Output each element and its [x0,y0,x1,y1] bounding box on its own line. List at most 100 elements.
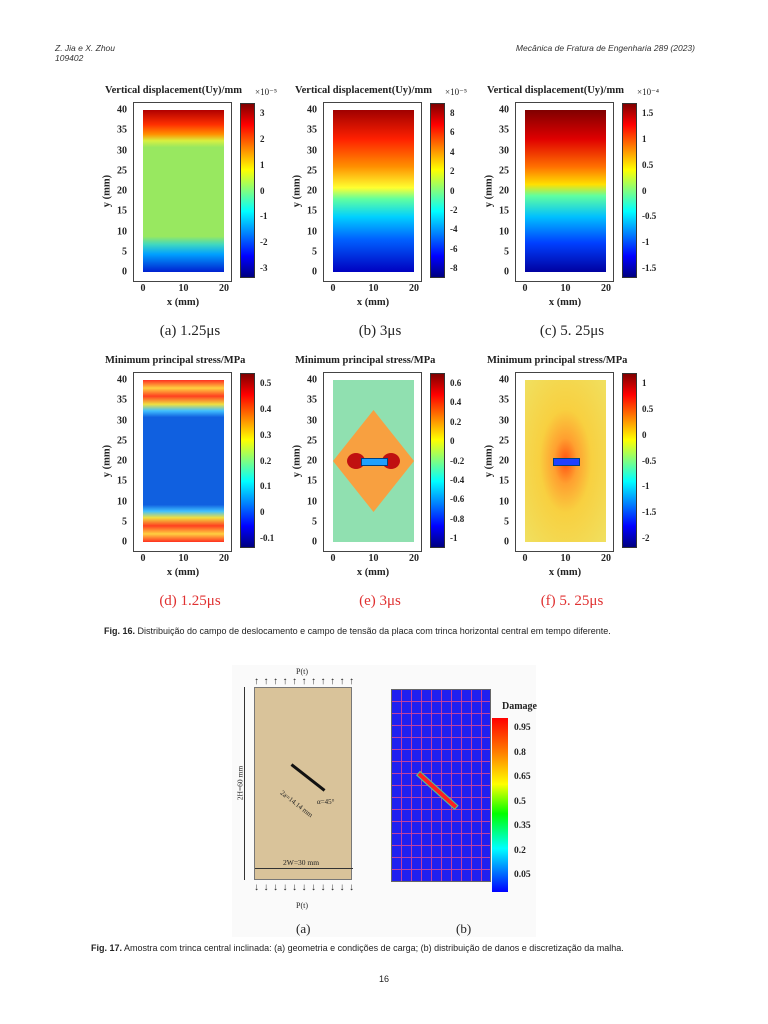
y-axis-label: y (mm) [101,174,113,208]
colorbar-tick-label: 0.2 [260,455,272,466]
x-axis-label: x (mm) [166,297,200,308]
panel-title: Minimum principal stress/MPa [295,355,436,366]
damage-colorbar-tick: 0.65 [514,772,531,782]
colorbar-exponent: ×10⁻⁵ [445,87,467,97]
x-tick-label: 0 [330,283,336,294]
field-contour-plot [525,110,606,272]
x-tick-label: 10 [368,553,379,564]
y-tick-label: 10 [117,496,127,507]
colorbar-tick-label: 1 [642,133,647,144]
damage-colorbar-tick: 0.8 [514,747,526,758]
y-tick-label: 20 [117,455,127,467]
colorbar-tick-label: 0 [260,185,265,196]
y-axis-label: y (mm) [483,444,495,478]
y-tick-label: 30 [117,145,127,156]
y-tick-label: 30 [499,415,509,426]
x-axis-label: x (mm) [166,567,200,578]
crack-angle-label: α=45° [317,798,335,806]
damage-mesh-plot [391,689,491,882]
x-tick-label: 10 [178,283,189,294]
height-label: 2H=60 mm [235,765,245,801]
panel-caption: (d) 1.25μs [159,593,221,609]
y-tick-label: 10 [307,496,317,507]
x-tick-label: 20 [219,283,229,294]
field-contour-plot [333,110,414,272]
y-tick-label: 40 [117,104,127,116]
panel-title: Minimum principal stress/MPa [105,355,246,366]
y-tick-label: 25 [117,435,127,447]
colorbar-exponent: ×10⁻⁵ [255,87,277,97]
colorbar-tick-label: -1 [642,481,650,492]
colorbar-tick-label: 0 [450,436,455,447]
colorbar-tick-label: -0.8 [450,513,465,524]
colorbar [430,373,445,548]
y-tick-label: 30 [117,415,127,426]
y-tick-label: 20 [117,185,127,197]
y-tick-label: 0 [122,536,127,548]
colorbar-tick-label: 0.4 [260,403,272,414]
y-tick-label: 40 [117,374,127,386]
colorbar-tick-label: -6 [450,243,458,254]
colorbar-tick-label: -1 [260,211,268,222]
panel-b: Vertical displacement(Uy)/mm ×10⁻⁵ 8 6 4 2 0 -2… [291,85,485,345]
colorbar [622,103,637,278]
y-tick-label: 5 [122,246,127,258]
y-tick-label: 25 [307,435,317,447]
colorbar-tick-label: 0 [642,185,647,196]
y-tick-label: 5 [312,516,317,528]
colorbar-tick-label: 1 [260,159,265,170]
colorbar-tick-label: 6 [450,127,455,138]
damage-colorbar-tick: 0.05 [514,870,531,880]
horizontal-crack [553,458,580,466]
y-tick-label: 10 [307,226,317,237]
damage-colorbar-tick: 0.5 [514,796,526,807]
panel-e: Minimum principal stress/MPa 0.6 0.4 0.2 0 -0… [291,355,485,615]
panel-a: Vertical displacement(Uy)/mm ×10⁻⁵ 3 2 1 0 -1-… [101,85,295,345]
panel-caption: (b) 3μs [358,323,402,339]
y-tick-label: 0 [312,266,317,278]
colorbar-tick-label: -8 [450,263,458,273]
colorbar-tick-label: 2 [450,166,455,177]
y-tick-label: 0 [504,266,509,278]
panel-c: Vertical displacement(Uy)/mm ×10⁻⁴ 1.5 1 0.5… [483,85,677,345]
colorbar-tick-label: 0.3 [260,429,272,440]
panel-caption: (f) 5. 25μs [540,593,604,609]
panel-title: Minimum principal stress/MPa [487,355,628,366]
colorbar-tick-label: -2 [642,533,650,543]
x-tick-label: 10 [560,553,571,564]
x-tick-label: 20 [409,553,419,564]
y-tick-label: 0 [504,536,509,548]
y-axis-label: y (mm) [291,174,303,208]
header-authors: Z. Jia e X. Zhou [55,43,115,53]
panel-title: Vertical displacement(Uy)/mm [105,85,242,96]
width-dimension-line [255,868,353,869]
y-tick-label: 35 [307,124,317,136]
y-tick-label: 0 [122,266,127,278]
panel-caption: (c) 5. 25μs [539,323,605,339]
y-axis-label: y (mm) [483,174,495,208]
colorbar-tick-label: 0 [450,185,455,196]
x-axis-label: x (mm) [548,567,582,578]
y-tick-label: 30 [307,145,317,156]
y-tick-label: 15 [117,475,127,487]
y-axis-label: y (mm) [291,444,303,478]
y-tick-label: 30 [307,415,317,426]
y-tick-label: 5 [122,516,127,528]
colorbar-tick-label: -1 [642,237,650,248]
field-contour-plot [333,380,414,542]
y-tick-label: 35 [499,394,509,406]
panel-caption: (a) 1.25μs [159,323,221,339]
header-journal: Mecânica de Fratura de Engenharia 289 (2… [515,43,695,53]
y-tick-label: 20 [499,455,509,467]
y-tick-label: 35 [117,394,127,406]
subfigure-label-a: (a) [296,921,311,936]
colorbar [240,373,255,548]
y-tick-label: 25 [117,165,127,177]
load-label-bottom: P(t) [296,901,308,910]
crack-length-label: 2a=14.14 mm [278,788,315,820]
y-tick-label: 25 [499,435,509,447]
colorbar-tick-label: 1.5 [642,108,654,118]
colorbar-tick-label: 0.5 [642,403,654,414]
field-contour-plot [143,380,224,542]
